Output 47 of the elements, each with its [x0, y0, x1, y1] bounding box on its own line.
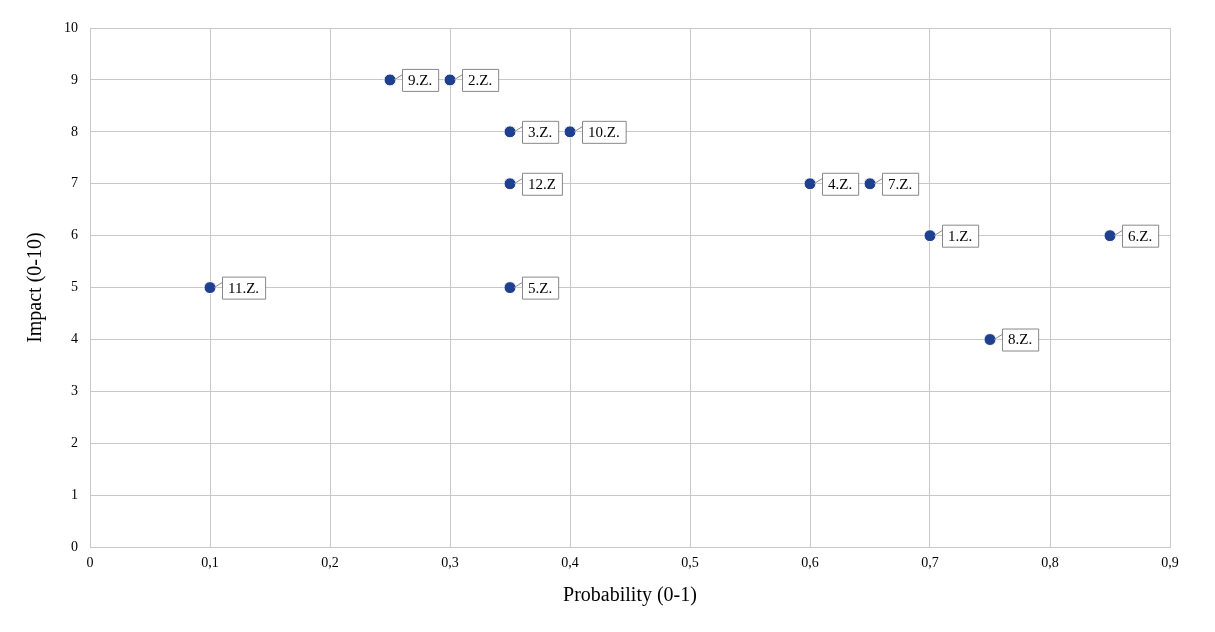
point — [503, 281, 517, 295]
annotation: 4.Z. — [828, 175, 853, 192]
x-tick-label: 0,6 — [801, 555, 819, 571]
point — [863, 177, 877, 191]
y-tick-label: 3 — [71, 383, 78, 399]
point — [803, 177, 817, 191]
x-tick-label: 0,7 — [921, 555, 939, 571]
point — [1103, 229, 1117, 243]
x-tick-label: 0,1 — [201, 555, 219, 571]
y-tick-label: 1 — [71, 486, 78, 502]
y-tick-label: 8 — [71, 123, 78, 139]
annotation: 11.Z. — [228, 279, 260, 296]
annotation: 5.Z. — [528, 279, 553, 296]
annotation: 6.Z. — [1128, 227, 1153, 244]
annotation: 3.Z. — [528, 123, 553, 140]
y-tick-label: 2 — [71, 435, 78, 451]
x-tick-label: 0,8 — [1041, 555, 1059, 571]
y-tick-label: 10 — [64, 19, 78, 35]
point — [443, 73, 457, 87]
point — [503, 125, 517, 139]
y-tick-label: 9 — [71, 71, 78, 87]
y-tick-label: 4 — [71, 331, 78, 347]
annotation: 9.Z. — [408, 71, 433, 88]
x-tick-label: 0,5 — [681, 555, 699, 571]
y-tick-label: 0 — [71, 538, 78, 554]
x-axis-title: Probability (0-1) — [563, 583, 697, 607]
x-tick-label: 0,3 — [441, 555, 459, 571]
point — [923, 229, 937, 243]
y-tick-label: 7 — [71, 175, 78, 191]
annotation: 10.Z. — [588, 123, 620, 140]
x-tick-label: 0 — [86, 555, 94, 571]
point — [983, 333, 997, 347]
y-tick-label: 5 — [71, 279, 78, 295]
point — [203, 281, 217, 295]
annotation: 12.Z — [528, 175, 556, 192]
point — [383, 73, 397, 87]
annotation: 8.Z. — [1008, 331, 1033, 348]
x-tick-label: 0,9 — [1161, 555, 1179, 571]
point — [503, 177, 517, 191]
annotation: 2.Z. — [468, 71, 493, 88]
y-axis-title: Impact (0-10) — [23, 232, 47, 343]
annotation: 1.Z. — [948, 227, 973, 244]
y-tick-label: 6 — [71, 227, 78, 243]
point — [563, 125, 577, 139]
x-tick-label: 0,2 — [321, 555, 339, 571]
x-tick-label: 0,4 — [561, 555, 579, 571]
annotation: 7.Z. — [888, 175, 913, 192]
